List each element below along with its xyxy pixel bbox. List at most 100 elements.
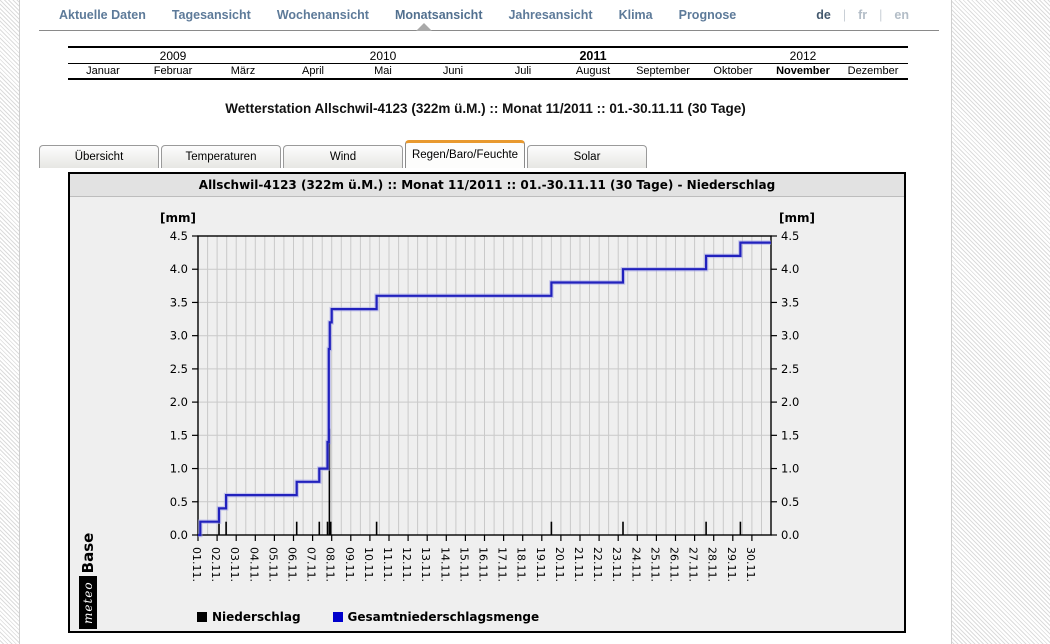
year-selector-row: 2009 2010 2011 2012 (68, 46, 908, 63)
svg-text:03.11.: 03.11. (228, 547, 241, 582)
month-timeline: 2009 2010 2011 2012 Januar Februar März April M… (68, 46, 908, 80)
svg-text:27.11.: 27.11. (687, 547, 700, 582)
svg-text:[mm]: [mm] (779, 211, 815, 225)
svg-text:21.11.: 21.11. (572, 547, 585, 582)
svg-text:3.0: 3.0 (170, 329, 188, 343)
lang-separator: | (879, 8, 883, 22)
year-2010[interactable]: 2010 (369, 48, 397, 63)
year-2011[interactable]: 2011 (579, 48, 607, 63)
month-februar[interactable]: Februar (153, 65, 193, 77)
svg-text:05.11.: 05.11. (266, 547, 279, 582)
svg-text:02.11.: 02.11. (209, 547, 222, 582)
month-januar[interactable]: Januar (86, 65, 120, 77)
month-juni[interactable]: Juni (442, 65, 464, 77)
svg-text:25.11.: 25.11. (648, 547, 661, 582)
svg-text:2.5: 2.5 (170, 362, 188, 376)
month-september[interactable]: September (636, 65, 690, 77)
tab-wind[interactable]: Wind (283, 145, 403, 168)
svg-text:12.11.: 12.11. (400, 547, 413, 582)
svg-text:17.11.: 17.11. (496, 547, 509, 582)
svg-text:19.11.: 19.11. (534, 547, 547, 582)
tab-übersicht[interactable]: Übersicht (39, 145, 159, 168)
svg-text:2.0: 2.0 (170, 395, 188, 409)
svg-text:29.11.: 29.11. (725, 547, 738, 582)
chart-legend: Niederschlag Gesamtniederschlagsmenge (197, 610, 539, 624)
svg-text:04.11.: 04.11. (247, 547, 260, 582)
tab-solar[interactable]: Solar (527, 145, 647, 168)
top-navigation: Aktuelle Daten Tagesansicht Wochenansicht M… (59, 8, 736, 22)
nav-item-monatsansicht[interactable]: Monatsansicht (394, 8, 483, 22)
svg-text:13.11.: 13.11. (419, 547, 432, 582)
svg-text:4.0: 4.0 (781, 262, 799, 276)
svg-text:24.11.: 24.11. (629, 547, 642, 582)
nav-item-wochenansicht[interactable]: Wochenansicht (276, 8, 369, 22)
svg-text:28.11.: 28.11. (706, 547, 719, 582)
month-juli[interactable]: Juli (514, 65, 532, 77)
tab-regen-baro-feuchte[interactable]: Regen/Baro/Feuchte (405, 140, 525, 168)
logo-base-text: Base (79, 532, 97, 574)
month-selector-row: Januar Februar März April Mai Juni Juli August S… (68, 63, 908, 80)
svg-text:4.5: 4.5 (781, 229, 799, 243)
legend-item-gesamtniederschlagsmenge: Gesamtniederschlagsmenge (332, 610, 540, 624)
svg-text:4.5: 4.5 (170, 229, 188, 243)
svg-text:18.11.: 18.11. (515, 547, 528, 582)
month-dezember[interactable]: Dezember (847, 65, 899, 77)
svg-text:3.5: 3.5 (781, 295, 799, 309)
month-november[interactable]: November (776, 65, 830, 77)
svg-text:4.0: 4.0 (170, 262, 188, 276)
svg-text:22.11.: 22.11. (591, 547, 604, 582)
language-switcher: de | fr | en (816, 8, 909, 22)
year-2009[interactable]: 2009 (159, 48, 187, 63)
month-august[interactable]: August (575, 65, 611, 77)
lang-separator: | (842, 8, 847, 22)
svg-text:08.11.: 08.11. (324, 547, 337, 582)
lang-de[interactable]: de (816, 8, 831, 22)
lang-fr[interactable]: fr (858, 8, 868, 22)
nav-item-jahresansicht[interactable]: Jahresansicht (508, 8, 593, 22)
svg-text:0.0: 0.0 (170, 528, 188, 542)
svg-text:0.5: 0.5 (170, 495, 188, 509)
page-title: Wetterstation Allschwil-4123 (322m ü.M.)… (225, 101, 746, 116)
svg-text:1.0: 1.0 (781, 462, 799, 476)
svg-text:01.11.: 01.11. (190, 547, 203, 582)
svg-text:30.11.: 30.11. (744, 547, 757, 582)
chart-title: Allschwil-4123 (322m ü.M.) :: Monat 11/2… (70, 174, 904, 197)
page-content: Aktuelle Daten Tagesansicht Wochenansicht M… (19, 0, 952, 644)
svg-text:1.5: 1.5 (781, 428, 799, 442)
svg-text:09.11.: 09.11. (343, 547, 356, 582)
month-märz[interactable]: März (230, 65, 256, 77)
meteobase-logo: meteo Base (79, 533, 97, 629)
month-april[interactable]: April (301, 65, 324, 77)
svg-text:16.11.: 16.11. (477, 547, 490, 582)
svg-text:1.5: 1.5 (170, 428, 188, 442)
niederschlag-swatch-icon (197, 612, 207, 622)
month-oktober[interactable]: Oktober (713, 65, 753, 77)
legend-label: Gesamtniederschlagsmenge (347, 610, 540, 624)
chart-container: Allschwil-4123 (322m ü.M.) :: Monat 11/2… (68, 172, 906, 633)
month-mai[interactable]: Mai (374, 65, 392, 77)
svg-text:06.11.: 06.11. (286, 547, 299, 582)
svg-text:15.11.: 15.11. (457, 547, 470, 582)
year-2012[interactable]: 2012 (789, 48, 817, 63)
svg-text:[mm]: [mm] (160, 211, 196, 225)
nav-item-tagesansicht[interactable]: Tagesansicht (171, 8, 251, 22)
tab-temperaturen[interactable]: Temperaturen (161, 145, 281, 168)
gesamtniederschlag-swatch-icon (332, 612, 343, 622)
nav-item-aktuelle-daten[interactable]: Aktuelle Daten (59, 8, 146, 22)
svg-text:3.5: 3.5 (170, 295, 188, 309)
svg-text:23.11.: 23.11. (610, 547, 623, 582)
svg-text:0.0: 0.0 (781, 528, 799, 542)
svg-text:10.11.: 10.11. (362, 547, 375, 582)
legend-label: Niederschlag (212, 610, 301, 624)
svg-text:2.0: 2.0 (781, 395, 799, 409)
nav-item-klima[interactable]: Klima (618, 8, 653, 22)
nav-item-prognose[interactable]: Prognose (678, 8, 737, 22)
svg-text:11.11.: 11.11. (381, 547, 394, 582)
svg-text:3.0: 3.0 (781, 329, 799, 343)
lang-en[interactable]: en (894, 8, 909, 22)
precipitation-chart: 0.0 0.0 0.5 0.5 1.0 1.0 1.5 1.5 2.0 2.0 2.5 2.5 3.0 3… (160, 211, 815, 582)
svg-text:20.11.: 20.11. (553, 547, 566, 582)
svg-text:14.11.: 14.11. (438, 547, 451, 582)
logo-meteo-text: meteo (79, 576, 97, 629)
nav-divider (39, 30, 939, 31)
